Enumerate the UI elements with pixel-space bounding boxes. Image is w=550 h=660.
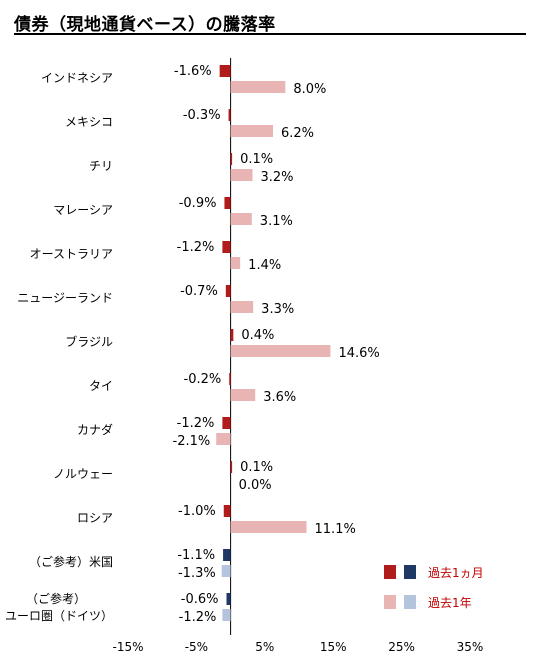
bar-1year xyxy=(230,125,274,137)
bar-1month xyxy=(219,65,231,77)
bar-1month xyxy=(223,505,231,517)
value-label-1year: 3.2% xyxy=(260,170,293,185)
category-label: オーストラリア xyxy=(30,247,113,261)
category-label: ユーロ圏（ドイツ） xyxy=(5,609,113,623)
category-label: インドネシア xyxy=(41,71,113,85)
bar-1month xyxy=(226,593,231,605)
value-label-1year: -2.1% xyxy=(173,434,211,449)
value-label-1year: 0.0% xyxy=(239,478,272,493)
x-tick-label: 15% xyxy=(320,640,347,654)
value-label-1year: 8.0% xyxy=(293,82,326,97)
bar-1month xyxy=(222,417,231,429)
bar-1month xyxy=(230,329,234,341)
bar-1year xyxy=(230,81,286,93)
x-tick-label: -15% xyxy=(112,640,143,654)
value-label-1month: 0.1% xyxy=(240,460,273,475)
bar-1year xyxy=(230,169,253,181)
chart-title: 債券（現地通貨ベース）の騰落率 xyxy=(14,15,276,35)
value-label-1month: 0.4% xyxy=(241,328,274,343)
value-label-1month: -0.2% xyxy=(184,372,222,387)
category-label: チリ xyxy=(89,159,113,173)
bar-1month xyxy=(224,197,231,209)
value-label-1month: -0.3% xyxy=(183,108,221,123)
bar-1month xyxy=(228,109,231,121)
bar-1month xyxy=(222,241,231,253)
value-label-1month: -0.9% xyxy=(179,196,217,211)
bar-1year xyxy=(216,433,231,445)
value-label-1year: 3.6% xyxy=(263,390,296,405)
bar-1month xyxy=(223,549,231,561)
value-label-1year: 3.1% xyxy=(260,214,293,229)
legend-swatch-1month-reference xyxy=(404,565,416,579)
value-label-1year: 14.6% xyxy=(338,346,379,361)
legend-swatch-1year-reference xyxy=(404,595,416,609)
bar-1month xyxy=(230,153,233,165)
legend-label-1year: 過去1年 xyxy=(428,596,472,610)
category-label: メキシコ xyxy=(65,115,113,129)
value-label-1month: -1.6% xyxy=(174,64,212,79)
value-label-1month: -0.7% xyxy=(180,284,218,299)
value-label-1year: 1.4% xyxy=(248,258,281,273)
value-label-1month: -1.2% xyxy=(177,416,215,431)
x-tick-label: -5% xyxy=(185,640,208,654)
value-label-1month: -1.0% xyxy=(178,504,216,519)
bar-1year xyxy=(230,213,252,225)
value-label-1year: -1.2% xyxy=(179,610,217,625)
value-label-1year: 6.2% xyxy=(281,126,314,141)
bar-1year xyxy=(221,565,231,577)
bar-1month xyxy=(229,373,231,385)
category-label: ロシア xyxy=(77,511,113,525)
value-label-1month: -0.6% xyxy=(181,592,219,607)
category-label: （ご参考） xyxy=(26,591,86,606)
x-tick-label: 25% xyxy=(388,640,415,654)
category-label: ノルウェー xyxy=(53,467,113,481)
x-tick-label: 35% xyxy=(457,640,484,654)
category-label: カナダ xyxy=(77,422,113,437)
value-label-1year: -1.3% xyxy=(178,566,216,581)
value-label-1month: -1.1% xyxy=(177,548,215,563)
bar-1year xyxy=(230,389,256,401)
bar-1year xyxy=(230,521,307,533)
bar-1year xyxy=(230,301,254,313)
legend-label-1month: 過去1ヵ月 xyxy=(428,566,484,580)
category-label: タイ xyxy=(89,379,113,393)
legend-swatch-1month xyxy=(384,565,396,579)
value-label-1month: -1.2% xyxy=(177,240,215,255)
value-label-1month: 0.1% xyxy=(240,152,273,167)
category-label: ニュージーランド xyxy=(17,291,113,305)
bar-1month xyxy=(230,461,233,473)
bar-1month xyxy=(225,285,231,297)
x-tick-label: 5% xyxy=(255,640,274,654)
category-label: マレーシア xyxy=(53,203,113,217)
bar-1year xyxy=(230,345,331,357)
bar-1year xyxy=(230,257,241,269)
category-label: ブラジル xyxy=(65,334,113,349)
value-label-1year: 11.1% xyxy=(315,522,356,537)
category-label: （ご参考）米国 xyxy=(29,554,113,569)
bar-1year xyxy=(222,609,231,621)
legend-swatch-1year xyxy=(384,595,396,609)
title-underline xyxy=(14,33,526,35)
value-label-1year: 3.3% xyxy=(261,302,294,317)
